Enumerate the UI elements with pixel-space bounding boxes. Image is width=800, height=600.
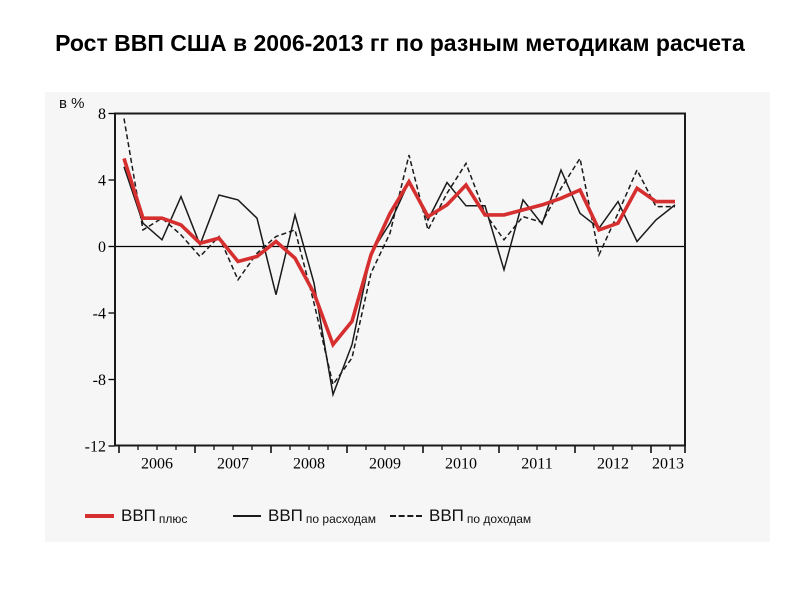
data-series: [122, 118, 676, 398]
x-year-label: 2006: [141, 456, 173, 473]
axis-ticks: [108, 112, 686, 453]
x-year-label: 2013: [652, 456, 684, 473]
x-year-label: 2011: [521, 456, 552, 473]
y-tick-label: -12: [85, 439, 106, 456]
x-year-label: 2010: [445, 456, 477, 473]
y-tick-label: -4: [93, 306, 106, 323]
legend-dashed-line-sample: [390, 515, 422, 517]
y-tick-label: 8: [98, 106, 106, 123]
legend-red-line-sample: [85, 514, 114, 518]
x-year-label: 2012: [597, 456, 629, 473]
x-year-label: 2007: [217, 456, 249, 473]
legend: ВВП плюс ВВП по расходам ВВП по доходам: [45, 504, 770, 534]
series-line-gdp-plus: [122, 157, 675, 349]
legend-sublabel: плюс: [158, 512, 188, 526]
legend-item-gdp-income: ВВП по доходам: [390, 504, 531, 528]
x-year-label: 2009: [369, 456, 401, 473]
y-tick-label: 0: [98, 239, 106, 256]
chart-panel: в % 8 4 0 -4 -8 -12 2006 2007 2008 2009 2010 2011 2…: [45, 92, 770, 542]
plot-border: [114, 112, 686, 447]
y-axis-labels: 8 4 0 -4 -8 -12: [85, 106, 106, 456]
legend-label: ВВП: [429, 506, 464, 525]
x-axis-labels: 2006 2007 2008 2009 2010 2011 2012 2013: [141, 456, 684, 473]
legend-sublabel: по расходам: [305, 512, 376, 526]
series-line-gdp-income: [123, 118, 675, 387]
legend-sublabel: по доходам: [466, 512, 532, 526]
legend-item-gdp-expenditure: ВВП по расходам: [233, 504, 376, 528]
legend-item-gdp-plus: ВВП плюс: [85, 504, 187, 528]
y-tick-label: 4: [98, 173, 106, 190]
y-axis-unit-label: в %: [59, 95, 85, 112]
series-line-gdp-expenditure: [123, 166, 676, 398]
legend-solid-line-sample: [233, 515, 261, 517]
chart-title: Рост ВВП США в 2006-2013 гг по разным ме…: [55, 30, 745, 56]
y-tick-label: -8: [93, 372, 106, 389]
gdp-line-chart: 840-4-8-12 2006 2007 2008 2009 2010 2011 2012 2…: [85, 106, 686, 473]
legend-label: ВВП: [121, 506, 156, 525]
legend-label: ВВП: [268, 506, 303, 525]
x-year-label: 2008: [293, 456, 325, 473]
